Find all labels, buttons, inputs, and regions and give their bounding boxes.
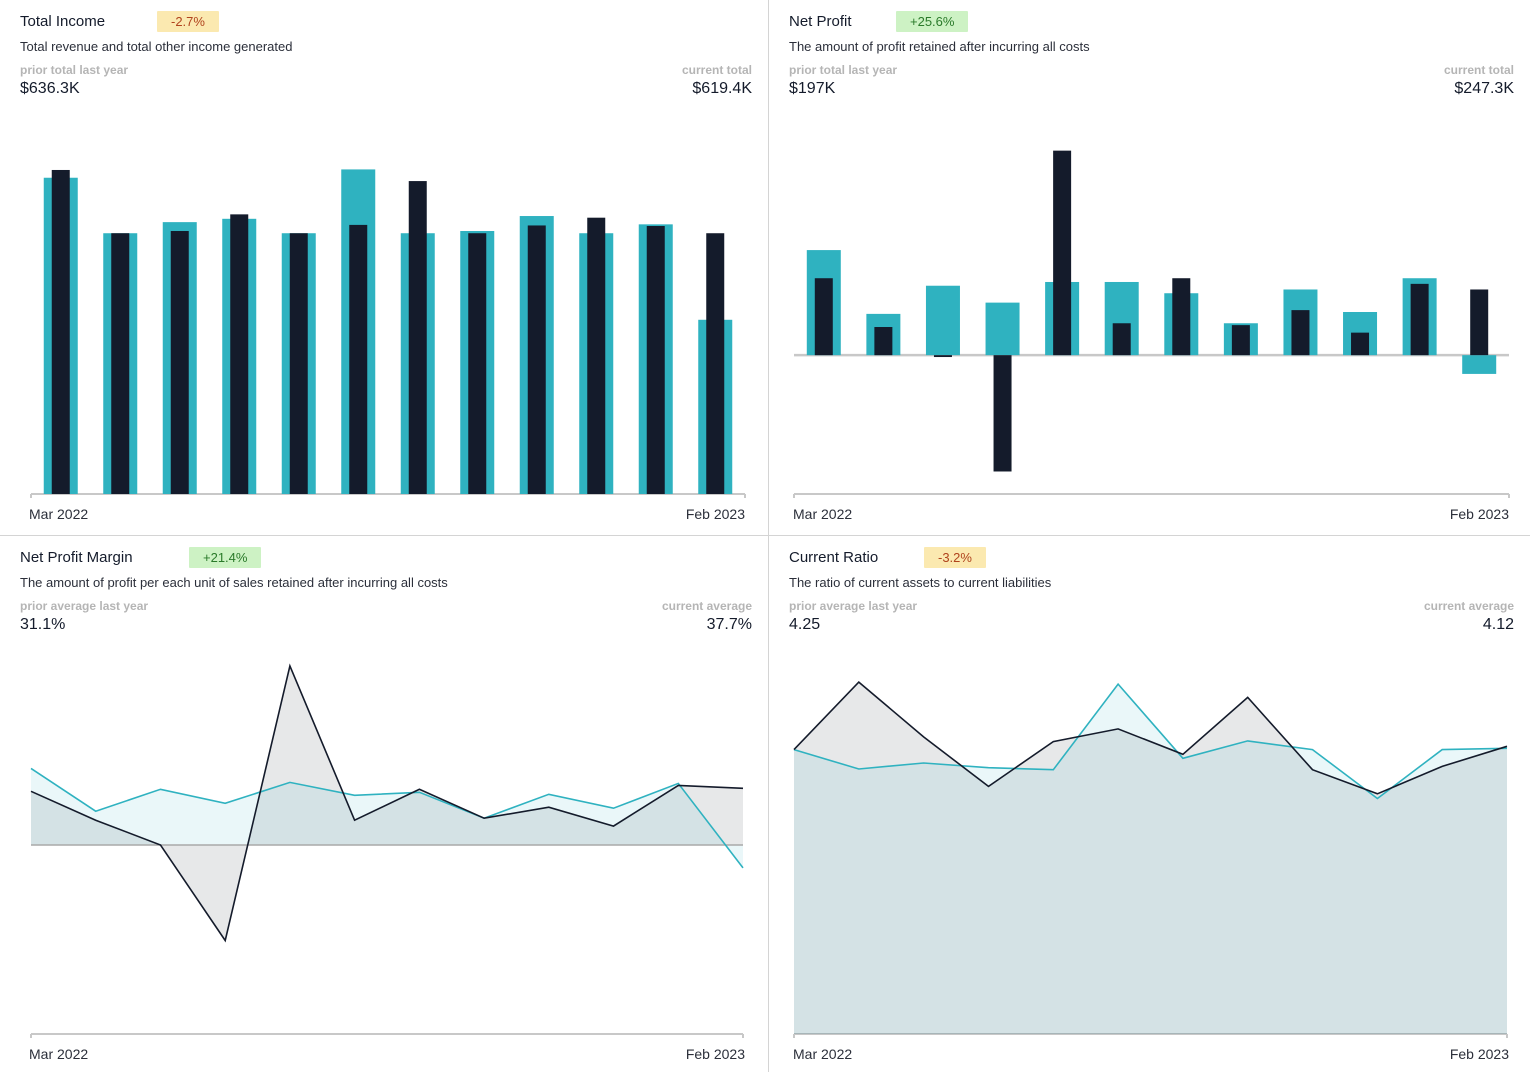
- prior-bar: [1410, 283, 1429, 356]
- prior-bar: [1231, 325, 1250, 356]
- change-badge: -3.2%: [924, 547, 986, 568]
- current-bar: [925, 285, 960, 356]
- prior-bar: [1112, 323, 1131, 356]
- prior-value: 31.1%: [20, 616, 66, 633]
- change-badge: +25.6%: [896, 11, 969, 32]
- prior-bar: [1172, 278, 1191, 356]
- prior-value: $197K: [789, 80, 836, 97]
- current-value: $247.3K: [1454, 80, 1514, 97]
- panel-title: Total Income: [20, 13, 106, 30]
- panel-title: Net Profit: [789, 13, 852, 30]
- prior-bar: [993, 355, 1012, 472]
- net-profit-margin-chart: Mar 2022 Feb 2023: [29, 663, 745, 1062]
- prior-value: 4.25: [789, 616, 821, 633]
- prior-bar: [933, 355, 952, 358]
- current-area: [794, 684, 1507, 1034]
- prior-bar: [646, 226, 665, 494]
- x-start-label: Mar 2022: [793, 506, 852, 522]
- prior-bar: [51, 169, 70, 495]
- prior-caption: prior average last year: [789, 599, 918, 613]
- prior-bar: [349, 224, 368, 494]
- x-start-label: Mar 2022: [793, 1046, 852, 1062]
- x-end-label: Feb 2023: [686, 1046, 745, 1062]
- x-end-label: Feb 2023: [1450, 506, 1509, 522]
- net-profit-margin-panel: Net Profit Margin +21.4% The amount of p…: [0, 536, 769, 1072]
- prior-caption: prior average last year: [20, 599, 149, 613]
- prior-bar: [1470, 289, 1489, 356]
- prior-bar: [289, 233, 308, 494]
- prior-line: [30, 663, 744, 943]
- panel-description: The amount of profit retained after incu…: [789, 39, 1090, 54]
- prior-bar: [111, 233, 130, 494]
- panel-title: Net Profit Margin: [20, 549, 133, 566]
- current-area: [31, 768, 743, 868]
- prior-bar: [814, 278, 833, 356]
- current-value: $619.4K: [692, 80, 752, 97]
- net-profit-chart: Mar 2022 Feb 2023: [793, 150, 1510, 522]
- panel-title: Current Ratio: [789, 549, 879, 566]
- prior-bar: [1291, 310, 1310, 356]
- prior-bar: [527, 225, 546, 494]
- prior-caption: prior total last year: [20, 63, 129, 77]
- current-ratio-panel: Current Ratio -3.2% The ratio of current…: [769, 536, 1530, 1072]
- prior-area: [794, 682, 1507, 1034]
- x-start-label: Mar 2022: [29, 1046, 88, 1062]
- prior-bar: [706, 233, 725, 494]
- current-bar: [1462, 355, 1497, 374]
- current-caption: current average: [1423, 599, 1514, 613]
- panel-description: Total revenue and total other income gen…: [20, 39, 293, 54]
- prior-value: $636.3K: [20, 80, 80, 97]
- prior-bar: [230, 214, 249, 494]
- prior-bar: [408, 181, 427, 494]
- current-caption: current total: [1443, 63, 1514, 77]
- prior-line: [793, 681, 1508, 795]
- total-income-panel: Total Income -2.7% Total revenue and tot…: [0, 0, 769, 536]
- panel-description: The amount of profit per each unit of sa…: [20, 575, 448, 590]
- change-badge: -2.7%: [157, 11, 219, 32]
- prior-bar: [874, 327, 893, 356]
- current-value: 4.12: [1482, 616, 1514, 633]
- current-caption: current average: [661, 599, 752, 613]
- current-value: 37.7%: [706, 616, 752, 633]
- prior-bar: [1053, 150, 1072, 356]
- net-profit-panel: Net Profit +25.6% The amount of profit r…: [769, 0, 1530, 536]
- current-caption: current total: [681, 63, 752, 77]
- prior-bar: [1351, 332, 1370, 356]
- prior-caption: prior total last year: [789, 63, 898, 77]
- current-ratio-chart: Mar 2022 Feb 2023: [793, 681, 1509, 1062]
- total-income-chart: Mar 2022 Feb 2023: [29, 169, 746, 522]
- x-end-label: Feb 2023: [1450, 1046, 1509, 1062]
- prior-bar: [587, 217, 606, 495]
- panel-description: The ratio of current assets to current l…: [789, 575, 1052, 590]
- prior-area: [31, 666, 743, 941]
- current-bar: [985, 302, 1020, 356]
- x-start-label: Mar 2022: [29, 506, 88, 522]
- current-line: [793, 682, 1508, 800]
- change-badge: +21.4%: [189, 547, 262, 568]
- prior-bar: [170, 231, 189, 494]
- prior-bar: [468, 233, 487, 494]
- current-line: [30, 767, 744, 869]
- x-end-label: Feb 2023: [686, 506, 745, 522]
